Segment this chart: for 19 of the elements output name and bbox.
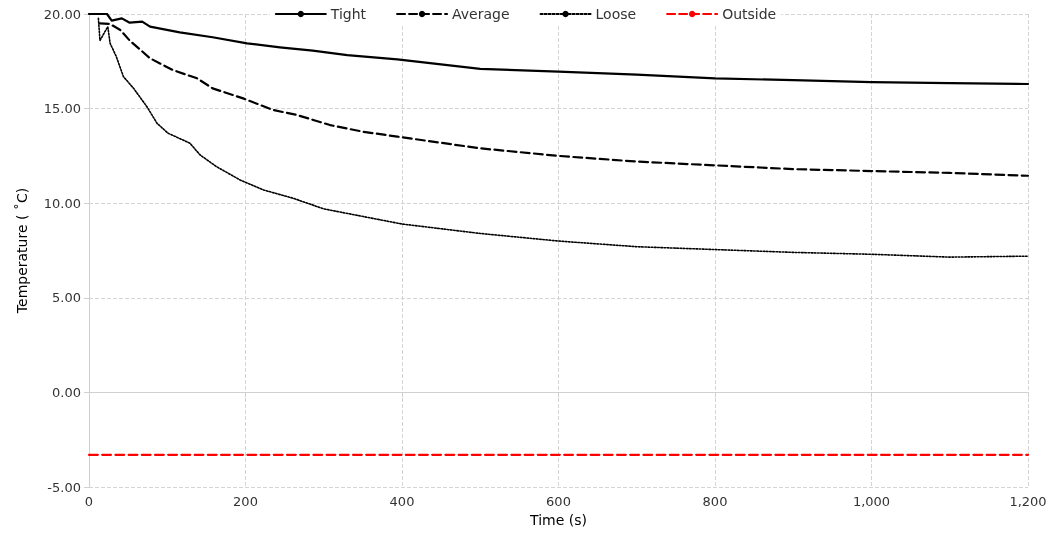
x-tick-label: 1,000 <box>852 494 891 509</box>
legend-label: Tight <box>329 6 367 22</box>
x-tick-label: 1,200 <box>1009 494 1047 509</box>
y-tick-label: 0.00 <box>52 384 81 400</box>
y-tick-label: -5.00 <box>47 479 81 495</box>
x-tick-label: 600 <box>546 494 571 509</box>
y-tick-label: 20.00 <box>43 6 81 22</box>
y-tick-label: 10.00 <box>43 195 81 211</box>
x-tick-label: 200 <box>233 494 258 509</box>
y-tick-label: 15.00 <box>43 101 81 117</box>
x-tick-label: 0 <box>84 494 94 509</box>
x-axis-title: Time (s) <box>529 511 587 528</box>
legend-label: Average <box>452 6 510 22</box>
legend-label: Loose <box>595 6 637 22</box>
y-tick-label: 5.00 <box>52 290 81 306</box>
x-tick-label: 400 <box>389 494 415 509</box>
x-tick-label: 800 <box>702 494 728 509</box>
y-axis-title: Temperature ( ˚C) <box>14 187 30 315</box>
legend-label: Outside <box>722 6 777 22</box>
